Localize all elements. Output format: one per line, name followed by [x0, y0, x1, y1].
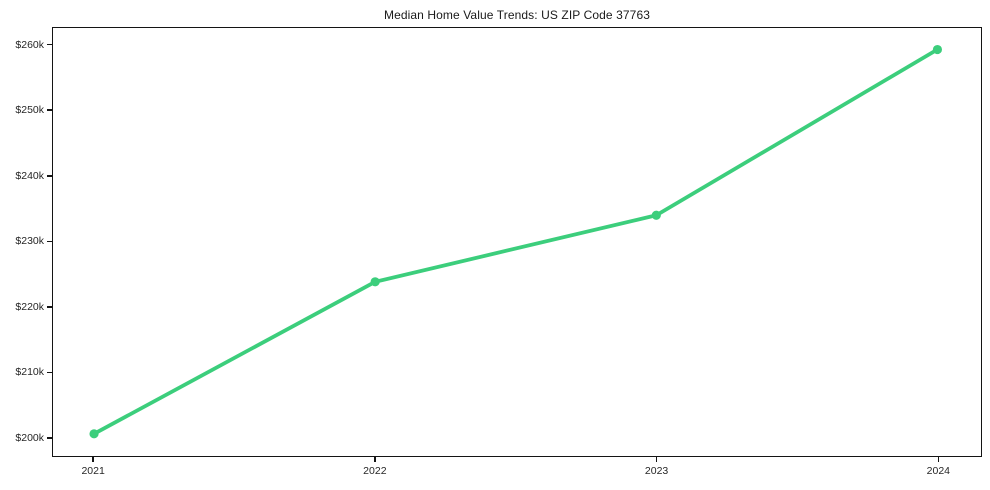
trend-line: [92, 47, 940, 436]
line-series-svg: [89, 44, 943, 439]
x-tick-label: 2021: [81, 465, 105, 477]
data-point-marker: [89, 429, 99, 439]
y-tick-label: $210k: [15, 366, 44, 379]
data-point-marker: [370, 277, 380, 287]
y-tick-mark: [47, 109, 52, 112]
plot-area: [52, 27, 982, 457]
x-tick-mark: [92, 457, 94, 462]
y-tick-mark: [47, 371, 52, 374]
line-series: [89, 44, 943, 439]
x-tick-mark: [655, 457, 658, 462]
x-tick-mark: [374, 457, 376, 462]
y-tick-mark: [47, 43, 52, 46]
data-point-marker: [651, 210, 661, 220]
data-point-marker: [932, 44, 943, 55]
y-tick-mark: [47, 240, 52, 243]
chart-title: Median Home Value Trends: US ZIP Code 37…: [383, 8, 650, 22]
y-tick-label: $200k: [15, 431, 44, 444]
y-tick-label: $240k: [15, 169, 44, 182]
x-tick-label: 2023: [644, 465, 669, 477]
y-tick-label: $230k: [15, 235, 44, 248]
y-tick-label: $260k: [15, 38, 44, 51]
y-tick-mark: [47, 306, 52, 308]
x-tick-label: 2024: [926, 465, 950, 477]
y-tick-mark: [47, 174, 52, 177]
x-tick-mark: [937, 457, 940, 462]
y-tick-label: $250k: [15, 104, 44, 117]
y-tick-mark: [47, 437, 52, 439]
y-tick-label: $220k: [15, 300, 44, 313]
x-tick-label: 2022: [363, 465, 387, 477]
